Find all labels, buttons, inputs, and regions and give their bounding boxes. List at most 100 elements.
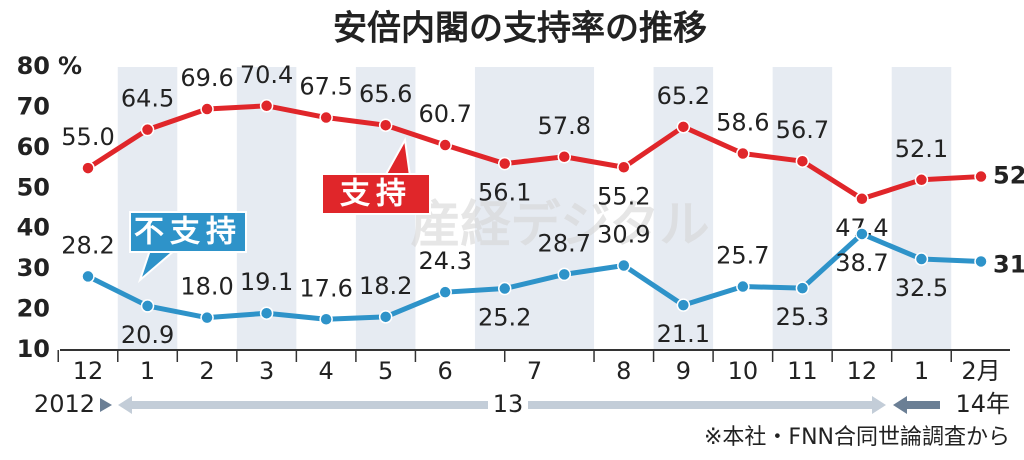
data-point [914,173,929,187]
data-label: 25.7 [716,242,769,270]
x-tick-label: 11 [787,357,818,385]
data-point [140,299,155,313]
data-label: 65.2 [657,82,710,110]
data-point [438,285,452,299]
stripe [891,67,952,350]
legend-box [321,173,431,215]
data-label: 69.6 [180,64,233,92]
year-label: 2012 [34,390,95,418]
data-point [259,306,274,320]
y-unit: % [58,52,82,80]
x-tick-label: 12 [73,357,104,385]
chart-title: 安倍内閣の支持率の推移 [333,9,707,49]
year-arrow [528,396,886,414]
x-tick-label: 2月 [961,357,1000,385]
data-label: 28.7 [538,229,591,257]
data-label: 25.3 [776,303,829,331]
data-point [319,312,333,327]
x-tick-label: 3 [259,357,274,385]
data-label: 32.5 [895,274,948,302]
stripe [236,67,297,350]
x-tick-label: 1 [914,357,929,385]
x-tick-label: 9 [676,357,691,385]
data-point [378,310,393,324]
data-point [81,269,95,284]
y-tick-label: 70 [17,92,50,120]
year-arrow [100,398,112,412]
data-label: 24.3 [418,247,471,275]
data-point [497,281,512,296]
data-label: 21.1 [657,320,710,348]
data-label: 56.7 [776,116,829,144]
data-label: 18.0 [180,273,233,301]
data-label: 38.7 [835,249,888,277]
data-point [974,254,988,269]
data-label: 55.0 [61,123,114,151]
data-label: 56.1 [478,179,531,207]
data-point [140,122,155,137]
x-tick-label: 4 [318,357,333,385]
legend-label: 支持 [340,177,412,212]
year-label: 13 [493,390,524,418]
data-point [497,156,512,171]
data-point [200,102,214,116]
data-label: 60.7 [418,100,471,128]
data-label: 58.6 [716,109,769,137]
data-point [974,169,988,184]
x-tick-label: 6 [438,357,453,385]
data-point [259,99,274,113]
data-point [855,192,869,206]
y-tick-label: 20 [17,295,50,323]
data-label: 67.5 [299,73,352,101]
data-point [617,258,631,273]
x-tick-label: 10 [728,357,759,385]
data-label: 57.8 [538,112,591,140]
data-point [855,227,869,241]
data-label: 52.1 [895,135,948,163]
data-point [438,138,452,152]
source-note: ※本社・FNN合同世論調査から [704,425,1010,450]
year-label: 14年 [955,390,1010,418]
series-line [86,231,982,322]
data-label: 19.1 [240,268,293,296]
data-label: 55.2 [597,182,650,210]
legend-label: 不支持 [134,215,242,250]
data-label: 31.9 [993,250,1024,278]
y-tick-label: 30 [17,254,50,282]
x-tick-label: 12 [847,357,878,385]
data-point [557,267,572,282]
x-tick-label: 1 [140,357,155,385]
y-tick-label: 10 [17,335,50,363]
data-point [81,161,95,175]
y-tick-label: 50 [17,173,50,201]
watermark: 産経デジタル [411,196,710,254]
year-arrow [118,396,488,414]
data-point [676,298,691,312]
series-line [86,103,982,202]
x-tick-label: 5 [378,357,393,385]
data-point [676,120,691,134]
y-tick-label: 40 [17,214,50,242]
data-point [319,110,333,125]
data-label: 52.9 [993,162,1024,190]
x-tick-label: 7 [527,357,542,385]
data-point [617,160,631,175]
data-label: 20.9 [121,321,174,349]
data-label: 17.6 [299,274,352,302]
data-point [378,118,393,132]
data-label: 70.4 [240,61,293,89]
data-point [795,154,810,168]
data-label: 65.6 [359,80,412,108]
data-point [736,279,750,294]
data-point [795,281,810,295]
stripe [772,67,833,350]
data-label: 64.5 [121,85,174,113]
stripe [474,67,595,350]
data-point [557,150,572,164]
data-label: 30.9 [597,221,650,249]
data-point [736,146,750,161]
data-point [200,310,214,325]
y-tick-label: 60 [17,133,50,161]
data-label: 25.2 [478,304,531,332]
